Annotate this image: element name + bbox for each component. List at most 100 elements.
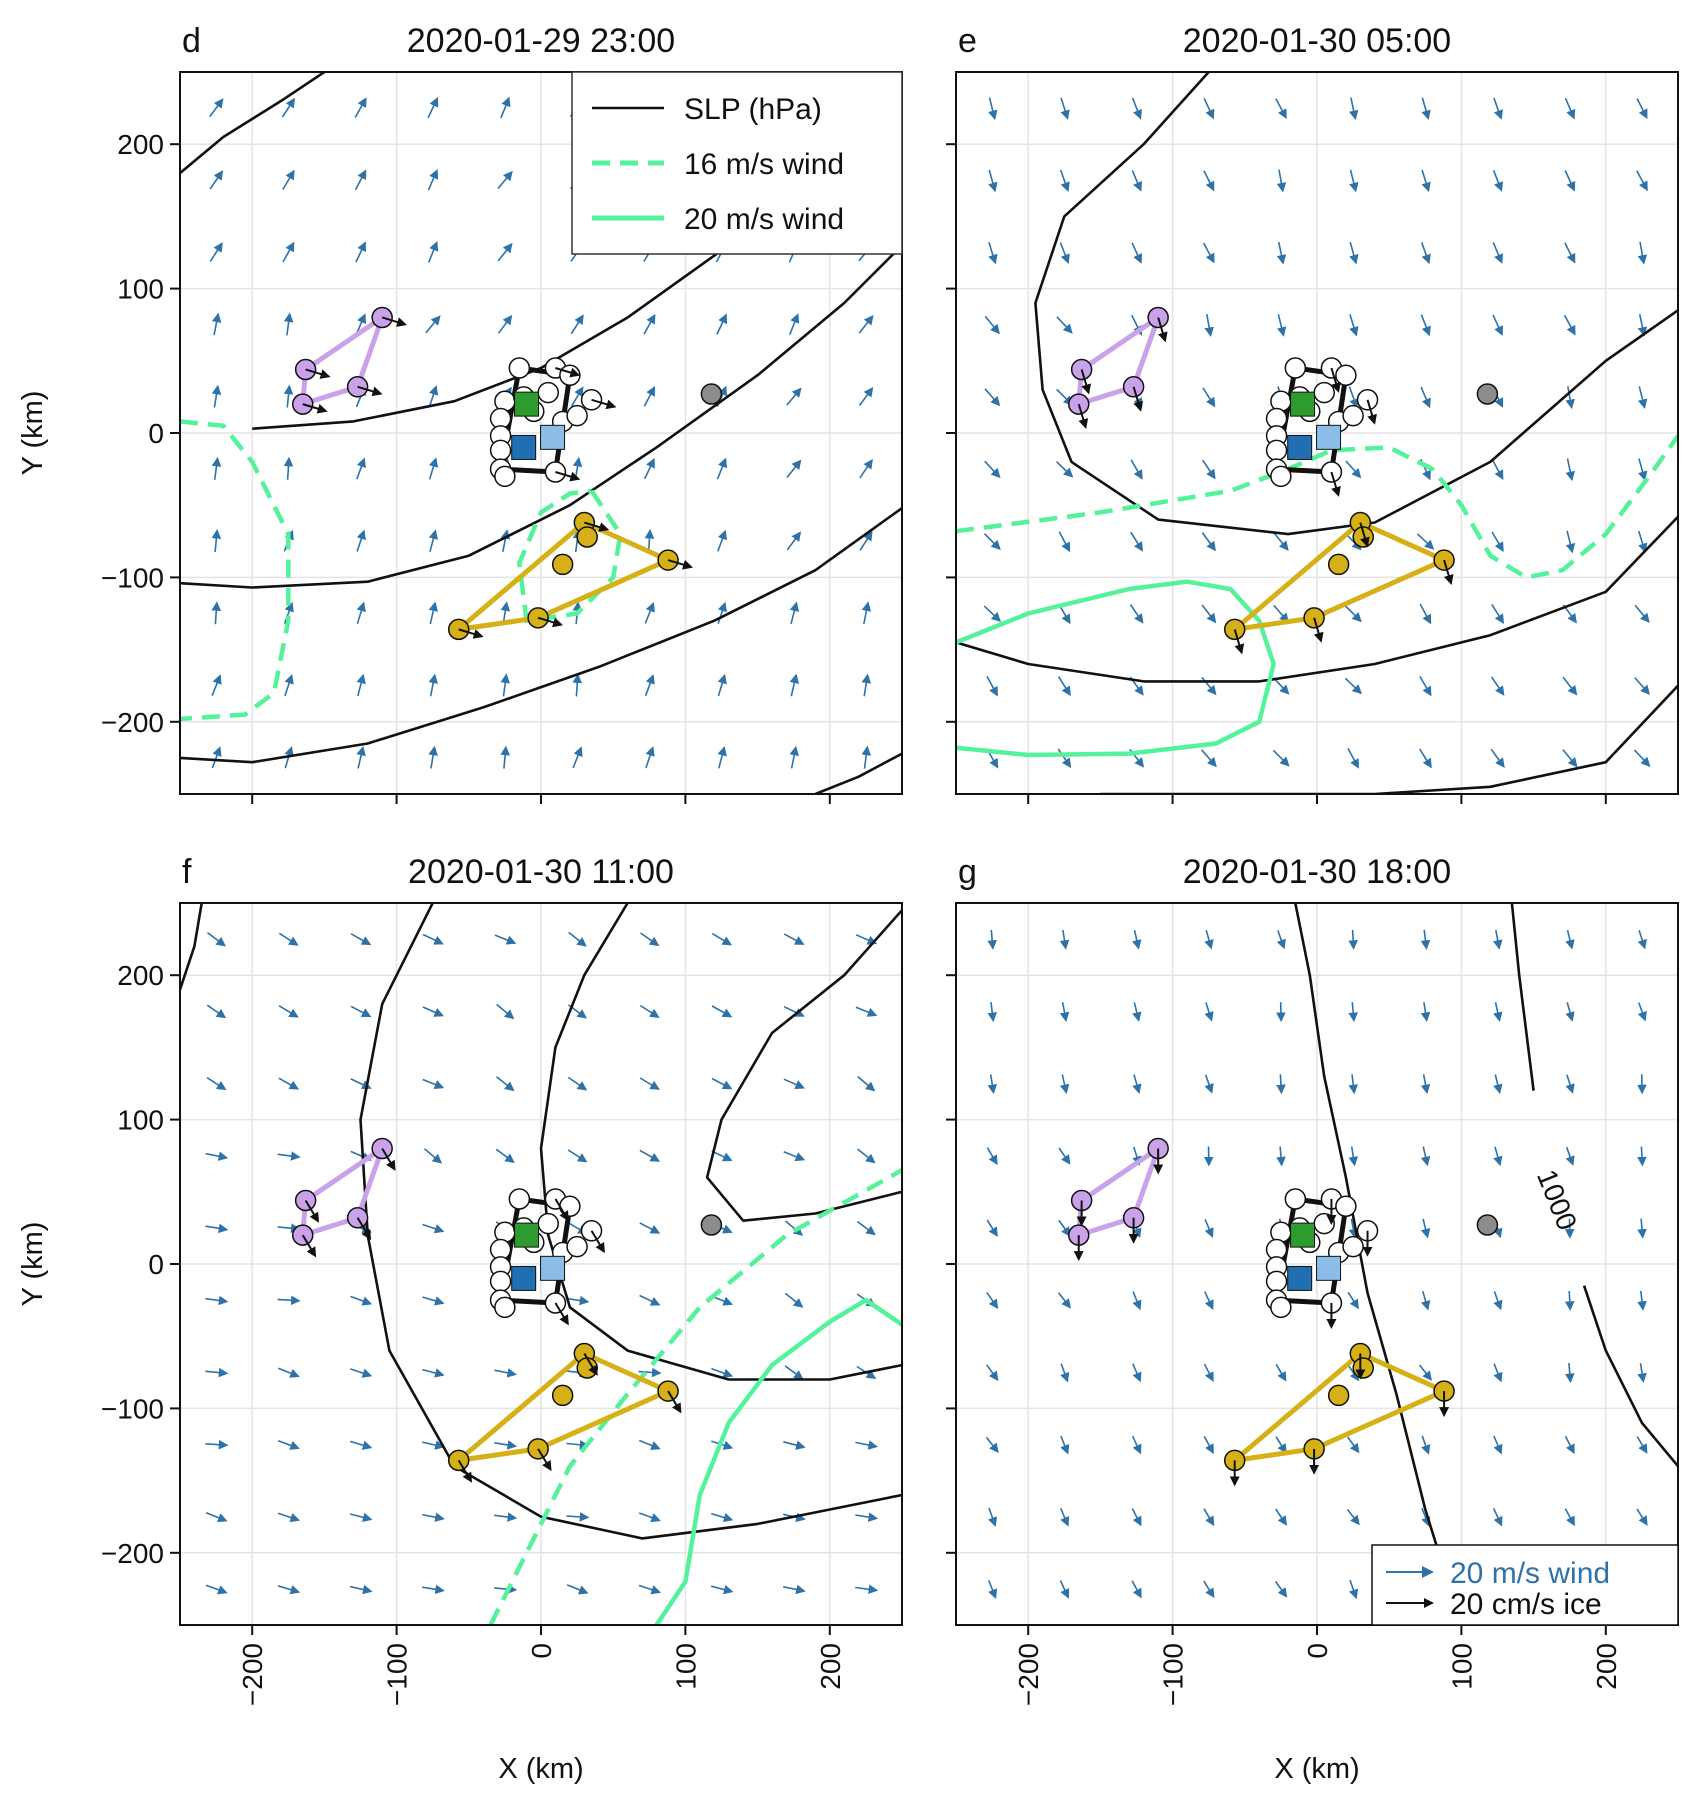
wind-arrow: [1418, 1364, 1432, 1381]
ice-arrow: [667, 1390, 682, 1414]
wind-arrow: [283, 384, 294, 408]
wind-arrow: [1129, 604, 1144, 624]
wind-arrow: [209, 242, 223, 262]
wind-arrow: [1565, 458, 1575, 482]
wind-arrow: [711, 1367, 734, 1378]
wind-arrow: [207, 932, 226, 947]
white-station: [566, 404, 588, 427]
wind-arrow: [783, 1584, 806, 1595]
wind-arrow: [1275, 1508, 1287, 1526]
ice-arrow: [302, 403, 328, 414]
slp-contour: [1034, 72, 1678, 536]
panels: 996 −200 −100 0 100 200 Y (km) d 2020-01-29 23:0…: [17, 22, 1679, 1785]
wind-arrow: [1344, 677, 1363, 695]
wind-arrow: [500, 673, 511, 697]
wind-arrow: [350, 1005, 372, 1018]
wind-arrow: [1203, 1363, 1214, 1382]
ice-arrow: [305, 368, 331, 379]
wind-arrow: [1202, 387, 1216, 408]
wind-arrow: [983, 533, 1001, 551]
panel-letter: d: [182, 22, 201, 60]
wind-arrow: [717, 673, 727, 697]
wind-arrow: [861, 601, 872, 625]
y-tick-label: 200: [117, 960, 164, 991]
ice-arrow: [583, 1353, 598, 1376]
wind-arrow: [786, 387, 802, 406]
ice-arrow: [537, 616, 564, 628]
light-blue-square: [540, 1255, 566, 1281]
slp-contour: [180, 507, 902, 764]
arrow-legend-box: [1371, 1544, 1679, 1626]
wind-arrow: [988, 97, 998, 121]
wind-arrow: [1637, 930, 1647, 950]
ice-arrow: [584, 521, 610, 532]
wind-arrow: [986, 675, 998, 697]
wind-arrow: [1344, 605, 1362, 623]
wind-arrow: [1492, 1507, 1503, 1527]
wind-arrow: [356, 457, 366, 480]
wind-arrow: [1634, 677, 1651, 696]
white-station: [1265, 1270, 1288, 1293]
wind-arrow: [984, 315, 1000, 335]
wind-arrow: [1204, 1291, 1214, 1310]
wind-arrow: [855, 1440, 878, 1450]
wind-arrow: [1348, 1579, 1359, 1600]
white-station: [537, 1212, 559, 1235]
wind-arrow: [639, 1149, 661, 1162]
wind-arrow: [1636, 170, 1648, 192]
wind-arrow: [572, 456, 583, 480]
wind-arrow: [987, 1580, 998, 1599]
wind-arrow: [1564, 1508, 1575, 1527]
ice-arrow: [1233, 629, 1245, 655]
wind-arrow: [1491, 603, 1505, 624]
wind-arrow: [1419, 603, 1432, 625]
y-tick-label: −200: [101, 1538, 164, 1569]
wind-arrow: [1059, 1002, 1070, 1022]
wind-arrow: [1491, 531, 1504, 552]
y-tick-label: −100: [101, 1393, 164, 1424]
wind-arrow: [1060, 97, 1070, 120]
wind-arrow: [1276, 314, 1287, 337]
wind-arrow: [1492, 170, 1503, 192]
gold-station: [551, 1384, 574, 1407]
wind-arrow: [567, 1149, 588, 1163]
slp-contour: [1294, 903, 1463, 1625]
wind-arrow: [1058, 1219, 1071, 1237]
wind-arrow: [645, 746, 655, 769]
white-station: [1270, 465, 1292, 488]
wind-arrow: [205, 1367, 229, 1378]
wind-arrow: [784, 1292, 804, 1308]
wind-arrow: [1204, 1074, 1214, 1094]
wind-arrow: [566, 1512, 590, 1522]
wind-arrow: [857, 1148, 876, 1164]
wind-arrow: [1564, 242, 1576, 264]
ice-arrow: [357, 385, 383, 397]
wind-arrow: [1493, 929, 1503, 950]
wind-arrow: [428, 457, 439, 480]
wind-arrow: [1564, 1290, 1575, 1311]
wind-arrow: [356, 745, 366, 769]
slp-contour: [180, 244, 902, 589]
wind-arrow: [282, 169, 295, 190]
wind-arrow: [984, 460, 1001, 479]
wind-arrow: [855, 1006, 878, 1017]
panel-f: −200 −200 −100 −100 0 0 100 100 200 200 Y (km) X (k…: [17, 853, 903, 1785]
wind-arrow: [422, 1440, 445, 1450]
slp-contour: [1510, 903, 1535, 1091]
wind-arrow: [639, 1077, 660, 1090]
gold-array: [1226, 1350, 1451, 1465]
wind-arrow: [1201, 532, 1216, 552]
wind-arrow: [1637, 1290, 1647, 1311]
slp-contour: [359, 903, 902, 1540]
panel-g: 1000 −200 −100 0 100 200 X (km) g 2020-01-30 18:…: [946, 853, 1679, 1785]
wind-arrow: [644, 602, 655, 624]
wind-arrow: [1347, 1291, 1359, 1310]
wind-arrow: [205, 1511, 228, 1523]
panel-title: 2020-01-30 18:00: [1183, 853, 1451, 891]
wind-arrow: [1058, 1147, 1071, 1165]
ice-arrow: [304, 1199, 320, 1223]
wind-arrow: [1348, 1146, 1359, 1167]
ice-arrow: [555, 367, 581, 378]
wind-arrow: [422, 1512, 445, 1522]
wind-arrow: [717, 529, 727, 552]
